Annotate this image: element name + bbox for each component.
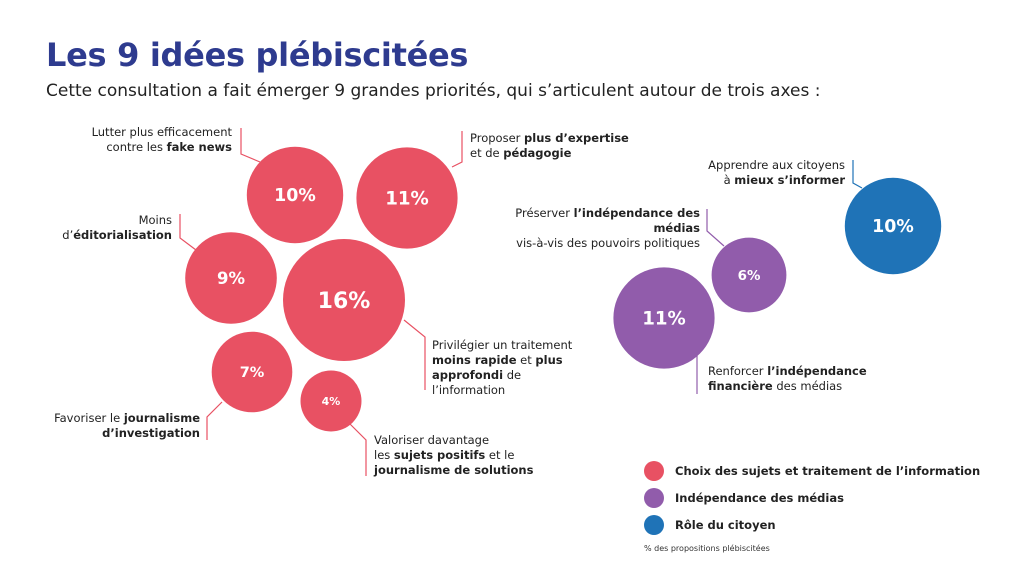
- bubble-description-independance-politique: Préserver l’indépendance des médias vis-à…: [515, 206, 700, 250]
- legend-label: Choix des sujets et traitement de l’info…: [675, 464, 981, 478]
- connector-line: [706, 209, 725, 247]
- bubble-editorialisation: [185, 232, 277, 324]
- bubble-description-editorialisation: Moins d’éditorialisation: [62, 213, 172, 242]
- connector-line: [403, 319, 426, 390]
- connector-line: [179, 214, 197, 251]
- legend-item-independance: Indépendance des médias: [644, 487, 980, 509]
- connector-line: [240, 128, 261, 163]
- bubble-description-independance-financiere: Renforcer l’indépendance financière des m…: [708, 364, 867, 393]
- bubble-description-sujets-positifs: Valoriser davantage les sujets positifs e…: [374, 433, 534, 477]
- page-subtitle: Cette consultation a fait émerger 9 gran…: [46, 81, 821, 101]
- connector-line: [852, 160, 863, 189]
- bubble-value-label: 16%: [318, 289, 371, 314]
- page-title: Les 9 idées plébiscitées: [46, 36, 469, 74]
- bubble-traitement: [283, 239, 405, 361]
- bubble-value-label: 4%: [322, 395, 341, 408]
- legend-note: % des propositions plébiscitées: [644, 544, 770, 553]
- bubble-description-investigation: Favoriser le journalisme d’investigation: [54, 411, 200, 440]
- legend-swatch: [644, 488, 664, 508]
- connector-line: [349, 423, 367, 476]
- bubble-description-traitement: Privilégier un traitement moins rapide et…: [432, 338, 573, 397]
- legend-label: Indépendance des médias: [675, 491, 844, 505]
- bubble-value-label: 11%: [385, 189, 429, 210]
- bubble-value-label: 7%: [240, 365, 265, 381]
- bubble-value-label: 10%: [274, 186, 316, 206]
- bubble-description-expertise: Proposer plus d’expertise et de pédagogie: [470, 131, 629, 160]
- bubble-value-label: 10%: [872, 217, 914, 237]
- legend-item-choix: Choix des sujets et traitement de l’info…: [644, 460, 980, 482]
- legend-swatch: [644, 461, 664, 481]
- bubble-description-fake-news: Lutter plus efficacement contre les fake …: [91, 125, 232, 154]
- bubble-independance-financiere: [613, 267, 715, 369]
- legend-swatch: [644, 515, 664, 535]
- legend-item-citoyen: Rôle du citoyen: [644, 514, 980, 536]
- bubble-s-informer: [844, 177, 942, 275]
- bubble-value-label: 9%: [217, 269, 245, 288]
- connector-line: [206, 401, 223, 440]
- bubble-fake-news: [246, 146, 344, 244]
- bubble-sujets-positifs: [300, 370, 362, 432]
- legend-label: Rôle du citoyen: [675, 518, 776, 532]
- bubble-description-s-informer: Apprendre aux citoyens à mieux s’informer: [708, 158, 845, 187]
- bubble-value-label: 6%: [738, 269, 761, 284]
- bubble-expertise: [356, 147, 458, 249]
- legend: Choix des sujets et traitement de l’info…: [644, 460, 980, 541]
- bubble-value-label: 11%: [642, 309, 686, 330]
- bubble-independance-politique: [711, 237, 787, 313]
- bubble-investigation: [211, 331, 293, 413]
- connector-line: [451, 131, 463, 168]
